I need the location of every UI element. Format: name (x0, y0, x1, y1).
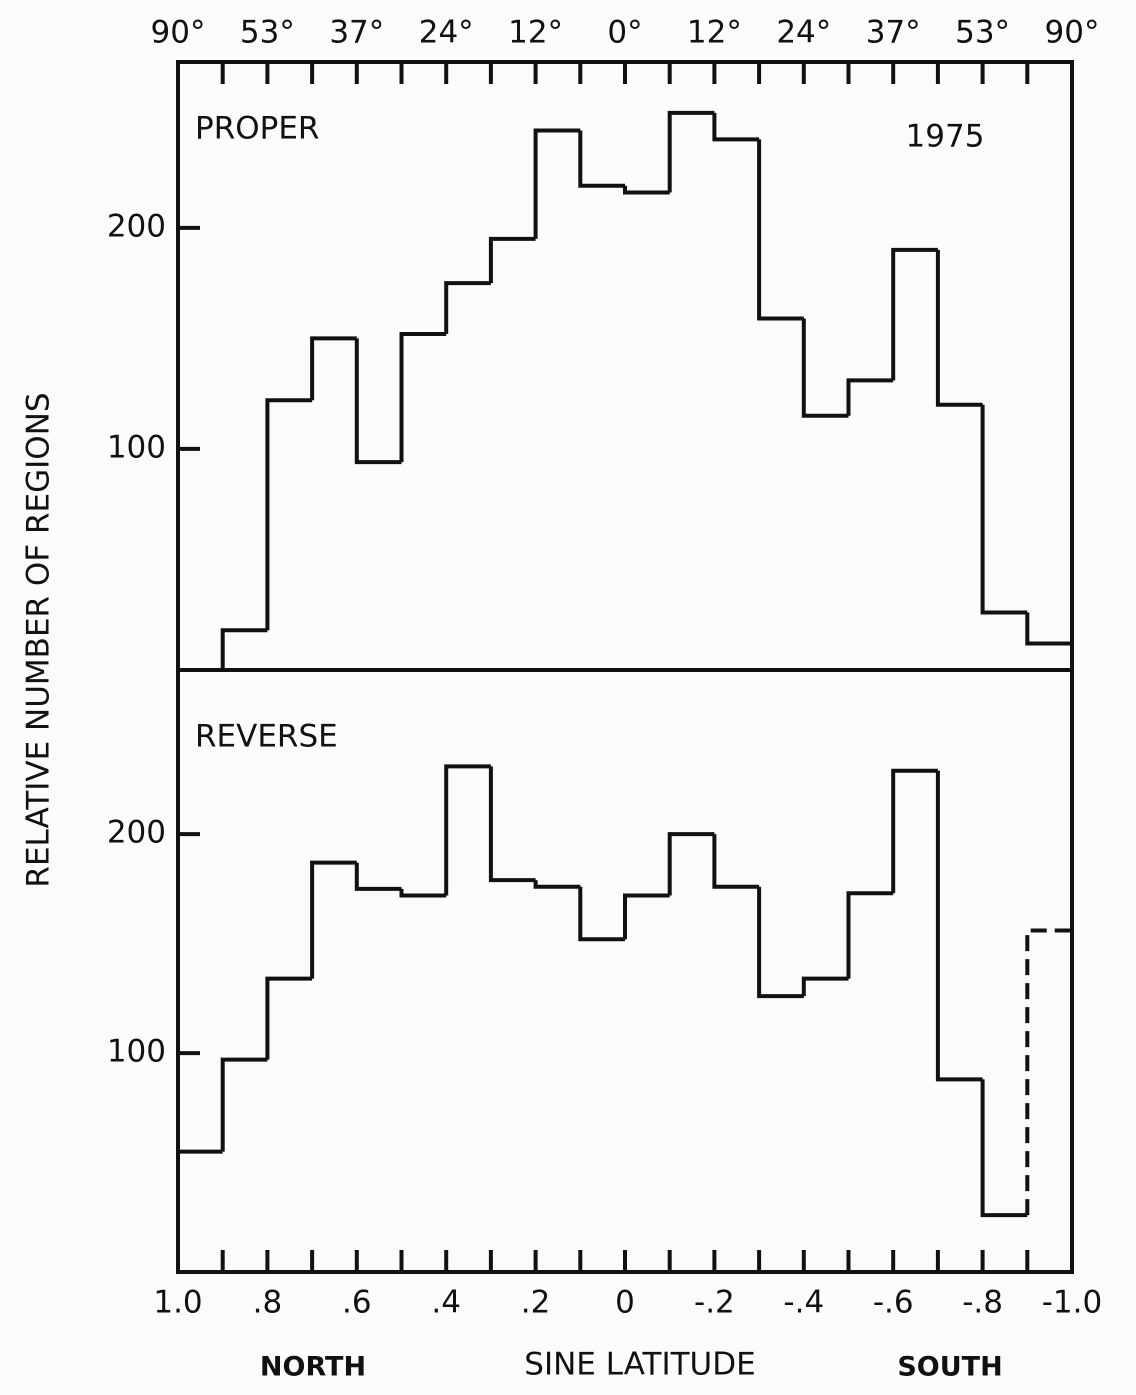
histogram-bar (444, 764, 491, 896)
histogram-bar (310, 860, 357, 979)
histogram-bar (1025, 928, 1072, 1216)
histogram-bar (935, 249, 983, 407)
x2-tick-label: 24° (776, 15, 831, 51)
histogram-bar (488, 766, 536, 883)
x-tick-label: 1.0 (153, 1285, 202, 1321)
histogram-bar (265, 398, 313, 631)
x-tick-label: .6 (342, 1285, 372, 1321)
north-label: NORTH (260, 1352, 366, 1383)
x-tick-label: -.2 (694, 1285, 735, 1321)
frame (176, 60, 1074, 1274)
x2-tick-label: 90° (151, 15, 206, 51)
histogram-bar (712, 112, 760, 142)
x2-tick-label: 90° (1045, 15, 1100, 51)
x2-tick-label: 37° (329, 15, 384, 51)
histogram-bar (220, 1057, 268, 1152)
histogram-bar (399, 331, 447, 463)
x-tick-label: .4 (431, 1285, 461, 1321)
histogram-bar (980, 404, 1028, 615)
histogram-bar (712, 834, 760, 889)
histogram-bar (891, 768, 938, 894)
histogram-bar (399, 888, 447, 898)
x2-tick-label: 24° (419, 15, 474, 51)
x2-tick-label: 53° (240, 15, 295, 51)
y-axis-label: RELATIVE NUMBER OF REGIONS (21, 392, 57, 887)
x-tick-label: -1.0 (1042, 1285, 1103, 1321)
x2-tick-label: 12° (687, 15, 742, 51)
histogram-bar (533, 128, 581, 239)
x-axis-label: SINE LATITUDE (524, 1347, 755, 1383)
histogram-bar (220, 628, 268, 670)
histogram-bar (757, 139, 804, 321)
histogram-bar (623, 185, 670, 195)
y-tick-label: 200 (107, 208, 166, 244)
histogram-bar (846, 378, 894, 416)
histogram-bar (846, 891, 894, 979)
south-label: SOUTH (897, 1352, 1002, 1383)
histogram-bar (801, 318, 849, 418)
histogram-bar (176, 1149, 223, 1272)
histogram-bar (488, 236, 536, 284)
histogram-bar (310, 336, 357, 401)
histogram-bar (667, 832, 715, 896)
histogram-bar (533, 880, 581, 889)
histogram-bar (980, 1079, 1028, 1218)
histogram-bar (801, 976, 849, 997)
histogram-bar (578, 130, 625, 188)
histogram-bar (935, 770, 983, 1082)
histogram-bar (757, 886, 804, 999)
x-tick-label: 0 (615, 1285, 635, 1321)
y-tick-label: 100 (107, 429, 166, 465)
year-annotation: 1975 (906, 119, 985, 155)
y-tick-label: 100 (107, 1034, 166, 1070)
histogram-bar (354, 862, 402, 891)
x-tick-label: -.6 (873, 1285, 914, 1321)
x-tick-label: .2 (521, 1285, 551, 1321)
x2-tick-label: 37° (866, 15, 921, 51)
histogram-bar (667, 110, 715, 193)
histogram-bar (891, 247, 938, 381)
histogram-bar (623, 893, 670, 940)
x-tick-label: -.4 (783, 1285, 824, 1321)
histogram-bar (354, 338, 402, 465)
x2-tick-label: 53° (955, 15, 1010, 51)
panel-label: PROPER (195, 111, 319, 147)
y-tick-label: 200 (107, 815, 166, 851)
x-tick-label: -.8 (962, 1285, 1003, 1321)
histogram-bar (265, 976, 313, 1060)
x2-tick-label: 0° (607, 15, 642, 51)
x-tick-label: .8 (253, 1285, 283, 1321)
histogram-bar (1025, 612, 1072, 646)
histogram-bar (578, 886, 625, 942)
histogram-bar (444, 281, 491, 334)
panel-label: REVERSE (195, 719, 338, 755)
x2-tick-label: 12° (508, 15, 563, 51)
